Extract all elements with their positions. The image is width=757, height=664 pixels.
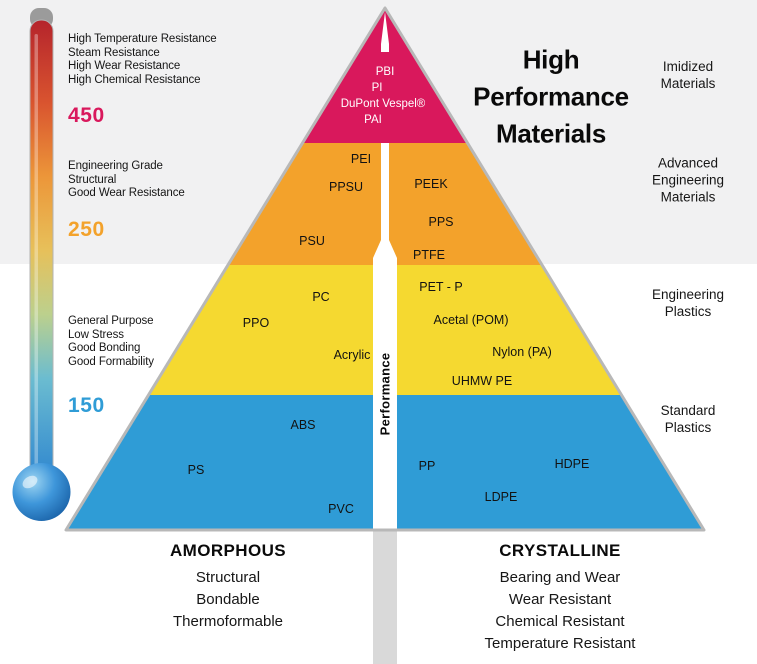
category-advanced-engineering: Advanced Engineering Materials xyxy=(652,155,724,206)
thermometer-bulb xyxy=(12,463,71,521)
category-line: Plastics xyxy=(664,304,712,319)
material-ptfe: PTFE xyxy=(413,248,445,262)
category-engineering-plastics: Engineering Plastics xyxy=(652,286,724,320)
material-acrylic: Acrylic xyxy=(333,348,371,362)
zone-high-description: High Temperature Resistance Steam Resist… xyxy=(68,33,217,87)
pyramid-outline xyxy=(64,6,706,532)
category-line: Plastics xyxy=(664,420,712,435)
title-line: Performance xyxy=(473,81,629,112)
category-line: Imidized xyxy=(662,59,714,74)
property-line: Bondable xyxy=(196,591,260,608)
desc-line: Good Formability xyxy=(68,355,154,368)
material-pai: PAI xyxy=(364,114,382,126)
performance-axis-label: Performance xyxy=(377,352,393,436)
desc-line: Steam Resistance xyxy=(68,46,160,59)
desc-line: High Temperature Resistance xyxy=(68,33,217,45)
material-ps: PS xyxy=(187,463,205,477)
desc-line: Low Stress xyxy=(68,328,124,341)
performance-arrow xyxy=(373,12,397,530)
property-line: Wear Resistant xyxy=(508,591,612,608)
material-hdpe: HDPE xyxy=(554,457,590,471)
desc-line: Good Wear Resistance xyxy=(68,187,185,199)
category-line: Engineering xyxy=(651,287,725,302)
category-standard-plastics: Standard Plastics xyxy=(661,402,716,436)
desc-line: General Purpose xyxy=(68,315,154,327)
axis-extension-strip xyxy=(373,530,397,664)
material-ppsu: PPSU xyxy=(328,180,364,194)
material-abs: ABS xyxy=(290,418,316,432)
property-line: Structural xyxy=(195,569,261,586)
material-pbi: PBI xyxy=(375,66,395,78)
desc-line: Good Bonding xyxy=(68,342,141,354)
crystalline-properties: Bearing and Wear Wear Resistant Chemical… xyxy=(485,567,636,655)
category-line: Materials xyxy=(660,189,716,205)
material-pps: PPS xyxy=(428,215,454,229)
material-ppo: PPO xyxy=(242,316,270,330)
zone-low-description: General Purpose Low Stress Good Bonding … xyxy=(68,315,154,369)
amorphous-properties: Structural Bondable Thermoformable xyxy=(173,567,283,633)
tube-highlight xyxy=(34,34,38,468)
temp-value-150: 150 xyxy=(68,394,105,417)
main-title: High Performance Materials xyxy=(473,42,629,153)
desc-line: High Chemical Resistance xyxy=(68,73,201,86)
property-line: Thermoformable xyxy=(172,613,284,630)
category-line: Materials xyxy=(660,76,716,91)
material-peek: PEEK xyxy=(414,177,448,191)
title-line: Materials xyxy=(495,118,607,149)
desc-line: Structural xyxy=(68,173,117,186)
crystalline-heading: CRYSTALLINE xyxy=(499,541,621,560)
material-nylon-pa: Nylon (PA) xyxy=(492,345,552,359)
material-ldpe: LDPE xyxy=(484,490,518,504)
material-pc: PC xyxy=(312,290,330,304)
tier-imidized xyxy=(302,52,468,143)
material-acetal-pom: Acetal (POM) xyxy=(433,313,509,327)
property-line: Temperature Resistant xyxy=(484,635,636,652)
property-line: Bearing and Wear xyxy=(499,569,621,586)
material-dupont-vespel: DuPont Vespel® xyxy=(340,98,426,110)
desc-line: High Wear Resistance xyxy=(68,60,181,72)
thermometer xyxy=(12,8,71,521)
category-imidized-materials: Imidized Materials xyxy=(661,58,716,92)
material-pei: PEI xyxy=(350,152,372,166)
material-pp: PP xyxy=(418,459,436,473)
bulb-highlight xyxy=(22,475,38,489)
material-pvc: PVC xyxy=(328,502,354,516)
property-line: Chemical Resistant xyxy=(495,613,625,630)
material-psu: PSU xyxy=(299,234,325,248)
zone-mid-description: Engineering Grade Structural Good Wear R… xyxy=(68,160,185,201)
material-pi: PI xyxy=(371,82,383,94)
material-pet-p: PET - P xyxy=(419,280,463,294)
desc-line: Engineering Grade xyxy=(68,160,163,172)
category-line: Advanced xyxy=(657,155,719,171)
material-uhmw-pe: UHMW PE xyxy=(451,374,513,388)
temp-value-250: 250 xyxy=(68,218,105,241)
amorphous-heading: AMORPHOUS xyxy=(170,541,286,560)
title-line: High xyxy=(522,44,580,75)
temp-value-450: 450 xyxy=(68,104,105,127)
thermometer-tube xyxy=(29,19,54,481)
category-line: Standard xyxy=(660,403,716,418)
category-line: Engineering xyxy=(651,172,725,188)
